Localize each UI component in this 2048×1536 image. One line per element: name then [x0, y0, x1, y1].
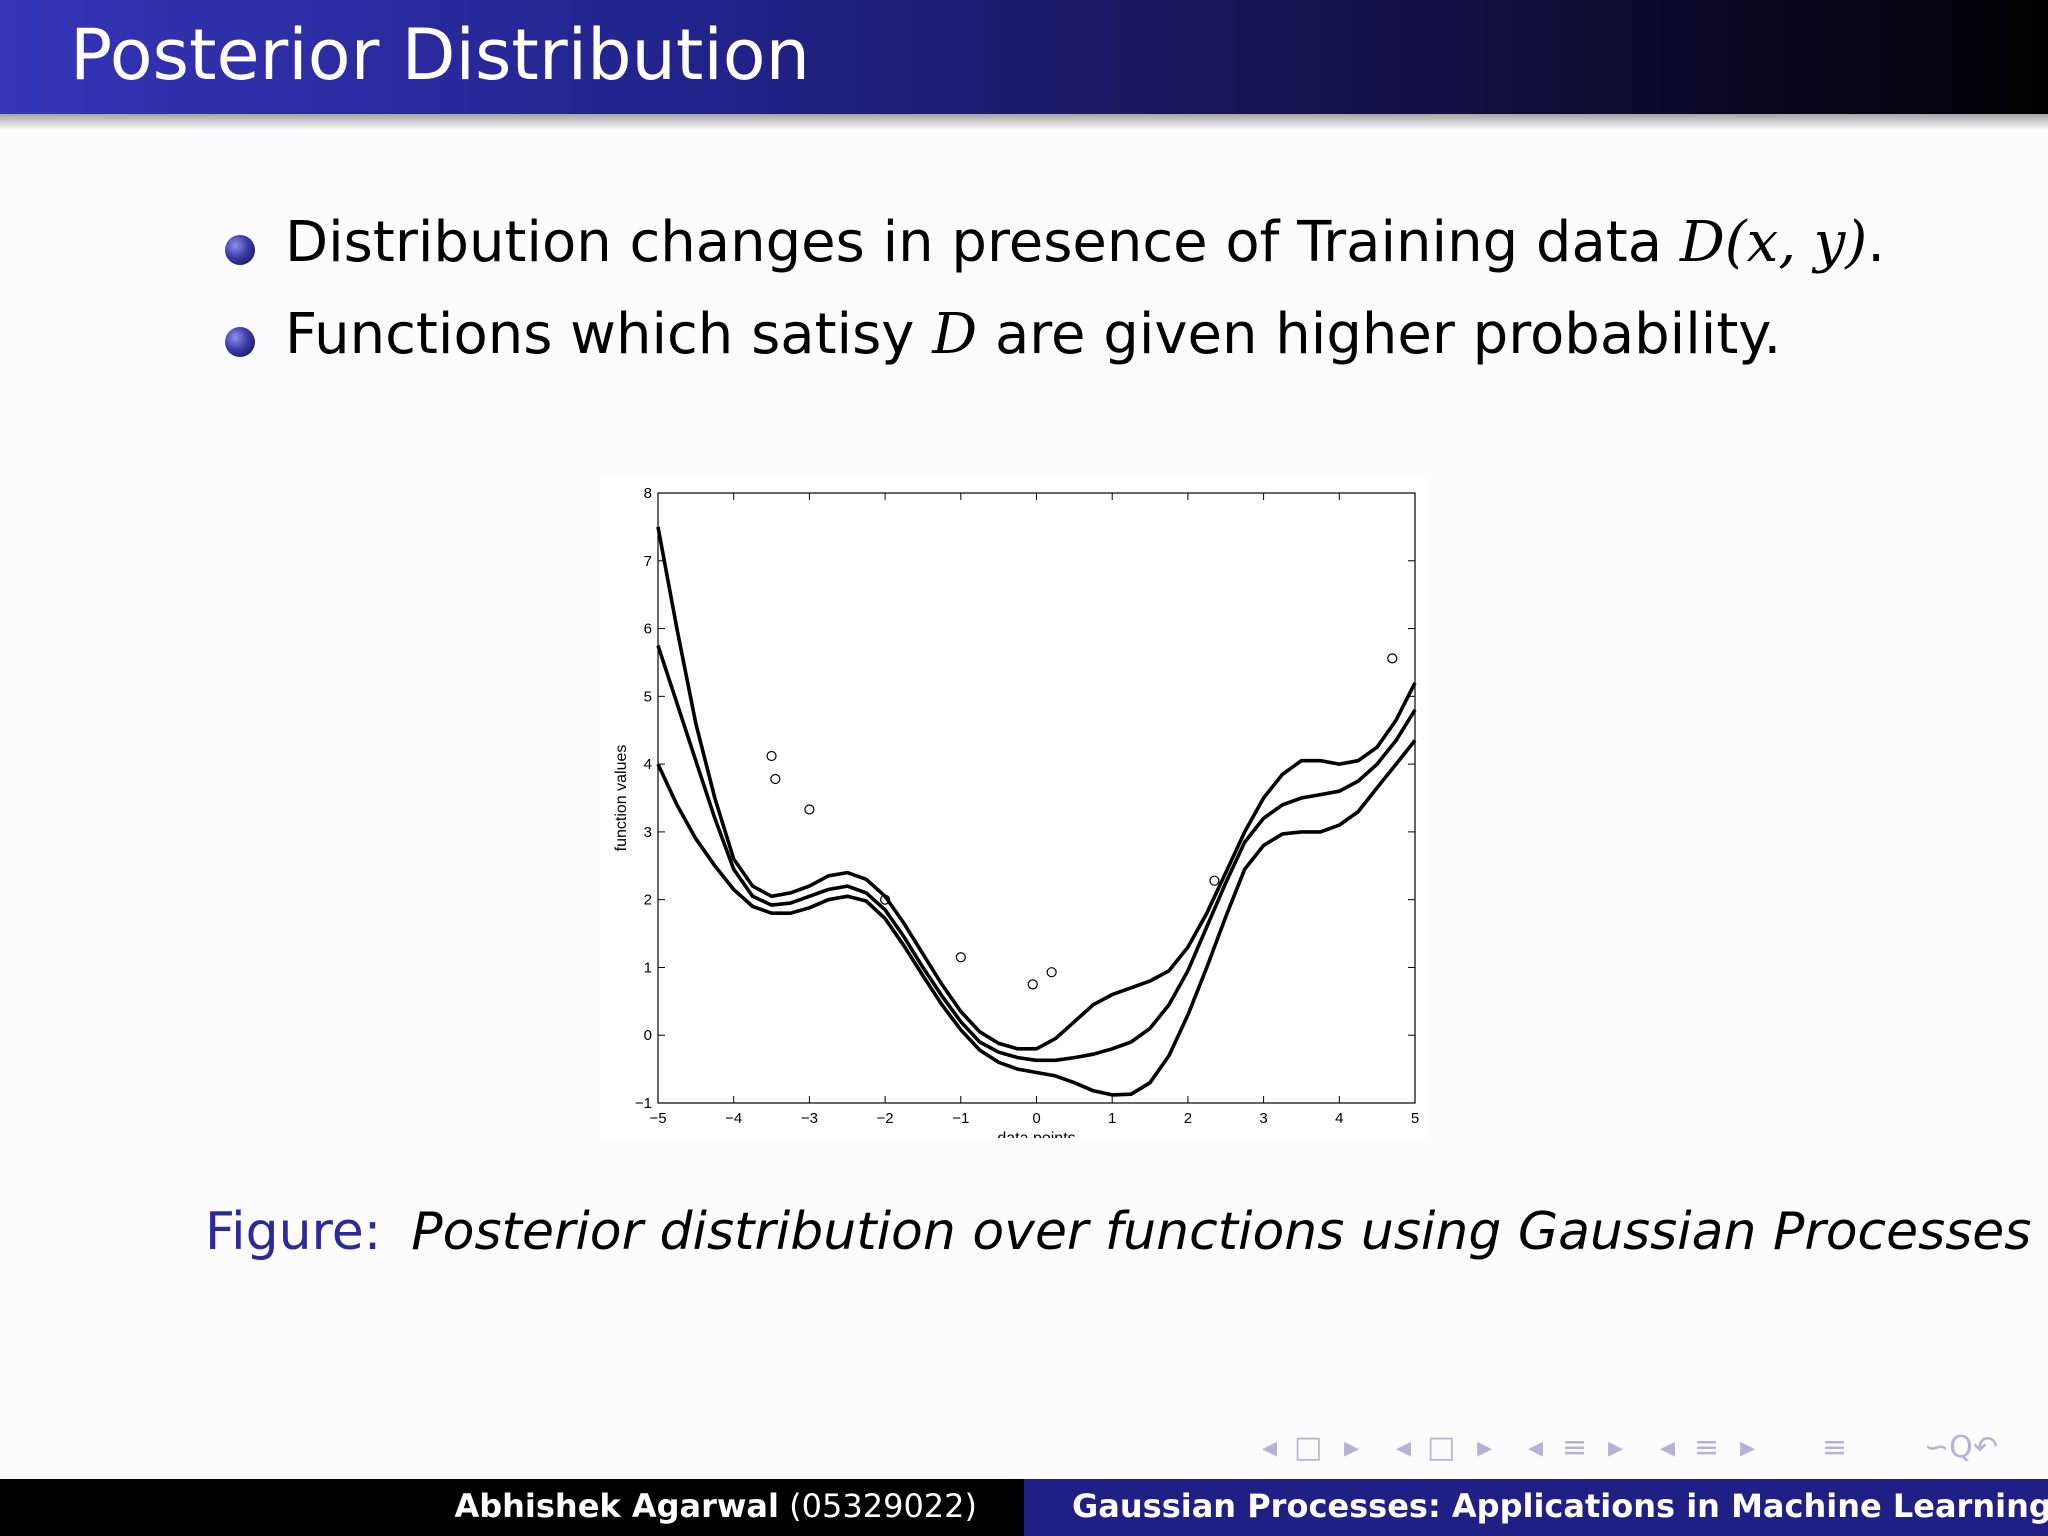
title-bar-shadow — [0, 114, 2048, 130]
nav-subsection-icon[interactable]: ≡ — [1562, 1430, 1588, 1465]
x-tick-label: 2 — [1184, 1110, 1192, 1127]
training-point — [955, 952, 966, 963]
beamer-navigation: ◂ □ ▸ ◂ □ ▸ ◂ ≡ ▸ ◂ ≡ ▸ ≡ ∽Q↶ — [1262, 1430, 2038, 1470]
nav-section-icon[interactable]: ≡ — [1694, 1430, 1720, 1465]
footer-talk-title: Gaussian Processes: Applications in Mach… — [1072, 1487, 2048, 1525]
nav-next-section-arrow[interactable]: ▸ — [1740, 1430, 1756, 1465]
nav-next-subsection-arrow[interactable]: ▸ — [1608, 1430, 1624, 1465]
caption-label: Figure: — [205, 1202, 382, 1262]
caption-text: Posterior distribution over functions us… — [411, 1202, 2032, 1262]
y-tick-label: 0 — [644, 1027, 652, 1044]
bullet-text: Distribution changes in presence of Trai… — [285, 210, 1680, 275]
x-tick-label: −5 — [649, 1110, 666, 1127]
calligraphic-d: D — [932, 302, 978, 367]
y-tick-label: 6 — [644, 621, 652, 638]
series-line-1 — [656, 526, 1417, 1051]
x-axis-label: data points — [997, 1130, 1075, 1138]
calligraphic-d: D — [1679, 210, 1725, 275]
y-tick-label: 2 — [644, 892, 652, 909]
y-tick-label: 4 — [644, 756, 652, 773]
training-point — [880, 894, 891, 905]
y-tick-label: 5 — [644, 688, 652, 705]
x-tick-label: 3 — [1259, 1110, 1267, 1127]
y-tick-label: −1 — [635, 1095, 652, 1112]
y-tick-label: 7 — [644, 553, 652, 570]
nav-prev-section-arrow[interactable]: ◂ — [1660, 1430, 1676, 1465]
series-line-2 — [656, 644, 1417, 1063]
figure-panel: −5 −4 −3 −2 −1 0 1 2 3 4 5 −1 0 1 2 3 4 5 6 7 8 data points fu… — [600, 478, 1430, 1138]
nav-frame-icon[interactable]: □ — [1294, 1430, 1323, 1465]
nav-search-icon[interactable]: ∽Q↶ — [1924, 1430, 1998, 1465]
x-tick-label: 1 — [1108, 1110, 1116, 1127]
nav-prev-slide-arrow[interactable]: ◂ — [1396, 1430, 1412, 1465]
title-bar: Posterior Distribution — [0, 0, 2048, 114]
x-tick-label: −1 — [952, 1110, 969, 1127]
nav-prev-frame-arrow[interactable]: ◂ — [1262, 1430, 1278, 1465]
x-tick-label: 4 — [1335, 1110, 1343, 1127]
y-axis-label: function values — [613, 745, 630, 852]
x-tick-label: −4 — [725, 1110, 742, 1127]
bullet-text: are given higher probability. — [977, 302, 1782, 367]
nav-document-icon[interactable]: ≡ — [1822, 1430, 1848, 1465]
y-tick-label: 1 — [644, 959, 652, 976]
posterior-chart: −5 −4 −3 −2 −1 0 1 2 3 4 5 −1 0 1 2 3 4 5 6 7 8 data points fu… — [613, 485, 1419, 1138]
training-point — [1387, 653, 1398, 664]
author-name: Abhishek Agarwal — [454, 1487, 779, 1525]
plot-frame — [657, 492, 1416, 1104]
training-point — [1209, 875, 1220, 886]
slide-title: Posterior Distribution — [70, 14, 810, 96]
bullet-end: . — [1867, 210, 1886, 275]
nav-next-frame-arrow[interactable]: ▸ — [1344, 1430, 1360, 1465]
x-tick-label: 5 — [1411, 1110, 1419, 1127]
x-tick-label: 0 — [1032, 1110, 1040, 1127]
bullet-math: (x, y) — [1724, 210, 1868, 275]
training-point — [770, 773, 781, 785]
y-tick-label: 8 — [644, 485, 652, 502]
nav-prev-subsection-arrow[interactable]: ◂ — [1528, 1430, 1544, 1465]
y-tick-label: 3 — [644, 824, 652, 841]
footer-author: Abhishek Agarwal (05329022) — [454, 1487, 977, 1525]
bullet-icon — [225, 327, 255, 357]
series-line-3 — [656, 739, 1417, 1097]
training-point — [1046, 967, 1057, 978]
x-tick-label: −2 — [877, 1110, 894, 1127]
nav-slide-icon[interactable]: □ — [1427, 1430, 1456, 1465]
training-point — [766, 750, 777, 762]
nav-next-slide-arrow[interactable]: ▸ — [1477, 1430, 1493, 1465]
bullet-item-2: Functions which satisy D are given highe… — [285, 302, 1781, 367]
training-point — [1027, 979, 1038, 990]
footer-title-panel: Gaussian Processes: Applications in Mach… — [1024, 1479, 2048, 1536]
author-id: (05329022) — [789, 1487, 977, 1525]
training-point — [804, 804, 815, 815]
footer-author-panel: Abhishek Agarwal (05329022) — [0, 1479, 1024, 1536]
bullet-text: Functions which satisy — [285, 302, 933, 367]
x-tick-label: −3 — [801, 1110, 818, 1127]
bullet-item-1: Distribution changes in presence of Trai… — [285, 210, 1885, 275]
figure-caption: Figure: Posterior distribution over funct… — [205, 1202, 2031, 1262]
bullet-icon — [225, 235, 255, 265]
